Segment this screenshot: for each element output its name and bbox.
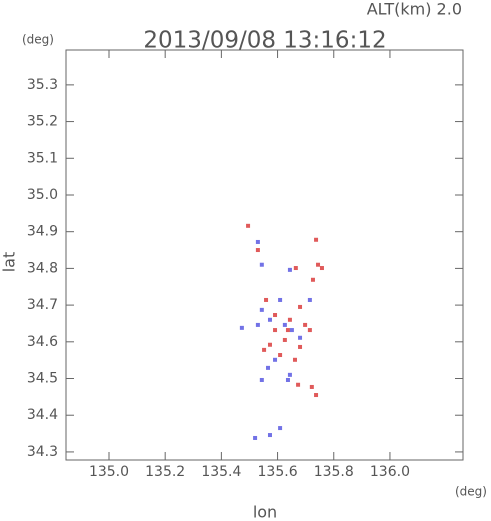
echo-point bbox=[298, 304, 303, 309]
echo-point bbox=[267, 342, 272, 347]
echo-point bbox=[307, 328, 312, 333]
y-tick-label: 35.3 bbox=[27, 77, 58, 93]
y-unit: (deg) bbox=[22, 33, 54, 47]
x-tick-label: 135.8 bbox=[314, 464, 354, 480]
echo-point bbox=[292, 357, 297, 362]
y-tick-label: 34.9 bbox=[27, 224, 58, 240]
echo-point bbox=[253, 435, 258, 440]
x-unit: (deg) bbox=[455, 485, 487, 499]
chart-title: 2013/09/08 13:16:12 bbox=[143, 28, 386, 54]
echo-point bbox=[273, 313, 278, 318]
x-tick-label: 135.6 bbox=[258, 464, 298, 480]
echo-point bbox=[264, 297, 269, 302]
x-axis-label: lon bbox=[253, 503, 277, 521]
y-tick-label: 34.4 bbox=[27, 407, 58, 423]
echo-point bbox=[314, 393, 319, 398]
echo-point bbox=[298, 344, 303, 349]
echo-point bbox=[278, 297, 283, 302]
echo-point bbox=[314, 237, 319, 242]
echo-point bbox=[259, 377, 264, 382]
echo-point bbox=[307, 297, 312, 302]
echo-point bbox=[267, 433, 272, 438]
y-tick-label: 34.8 bbox=[27, 260, 58, 276]
y-tick-label: 35.1 bbox=[27, 150, 58, 166]
x-tick-label: 136.0 bbox=[370, 464, 410, 480]
echo-point bbox=[296, 382, 301, 387]
echo-point bbox=[278, 353, 283, 358]
echo-point bbox=[316, 262, 321, 267]
y-axis-label: lat bbox=[0, 252, 19, 273]
echo-point bbox=[319, 266, 324, 271]
echo-point bbox=[273, 328, 278, 333]
echo-point bbox=[266, 365, 271, 370]
echo-point bbox=[309, 384, 314, 389]
plot-frame bbox=[65, 49, 464, 461]
y-tick-label: 35.2 bbox=[27, 114, 58, 130]
x-tick-label: 135.0 bbox=[89, 464, 129, 480]
echo-point bbox=[287, 267, 292, 272]
echo-point bbox=[289, 328, 294, 333]
echo-point bbox=[262, 347, 267, 352]
altitude-label: ALT(km) 2.0 bbox=[367, 0, 462, 19]
echo-point bbox=[293, 266, 298, 271]
y-tick-label: 34.3 bbox=[27, 444, 58, 460]
echo-point bbox=[310, 277, 315, 282]
x-tick-label: 135.2 bbox=[145, 464, 185, 480]
echo-point bbox=[282, 322, 287, 327]
x-tick-label: 135.4 bbox=[201, 464, 241, 480]
y-tick-label: 34.5 bbox=[27, 371, 58, 387]
echo-point bbox=[259, 262, 264, 267]
echo-point bbox=[278, 426, 283, 431]
y-tick-label: 34.7 bbox=[27, 297, 58, 313]
echo-point bbox=[273, 357, 278, 362]
echo-point bbox=[255, 248, 260, 253]
echo-point bbox=[246, 223, 251, 228]
echo-point bbox=[303, 322, 308, 327]
echo-point bbox=[267, 317, 272, 322]
y-tick-label: 34.6 bbox=[27, 334, 58, 350]
echo-point bbox=[287, 317, 292, 322]
echo-point bbox=[255, 239, 260, 244]
y-tick-label: 35.0 bbox=[27, 187, 58, 203]
echo-point bbox=[298, 335, 303, 340]
echo-point bbox=[282, 337, 287, 342]
echo-point bbox=[285, 328, 290, 333]
echo-point bbox=[259, 307, 264, 312]
echo-point bbox=[287, 372, 292, 377]
echo-point bbox=[285, 377, 290, 382]
echo-point bbox=[255, 322, 260, 327]
echo-point bbox=[239, 325, 244, 330]
